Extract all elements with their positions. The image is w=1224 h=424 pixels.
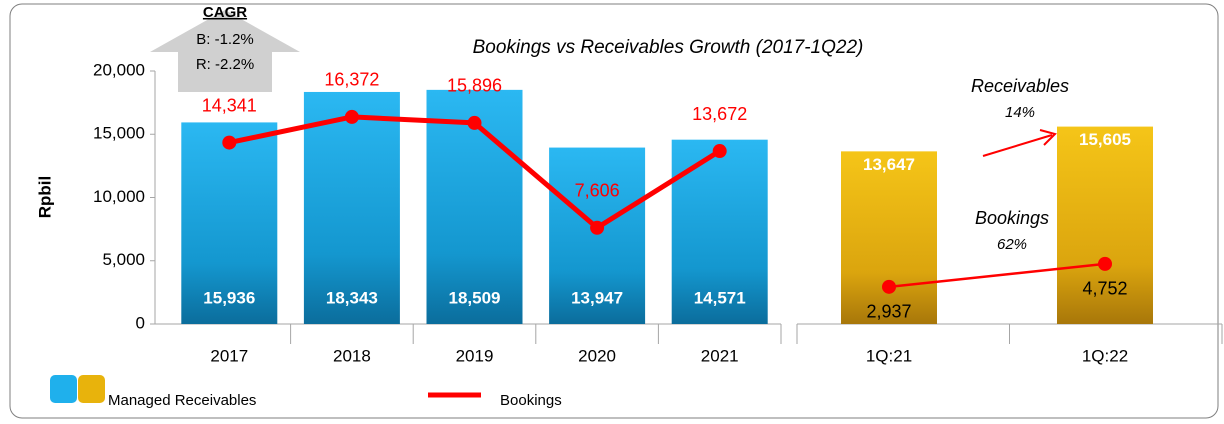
bar-value-label: 18,343: [326, 288, 378, 307]
bar: [841, 151, 937, 324]
bar-value-label: 13,947: [571, 288, 623, 307]
y-tick-label: 5,000: [102, 250, 145, 269]
x-tick-label: 2019: [456, 346, 494, 365]
cagr-r: R: -2.2%: [196, 56, 254, 73]
bar-value-label: 15,605: [1079, 130, 1131, 149]
bar: [303, 91, 400, 324]
bar: [181, 122, 278, 324]
line-value-label: 7,606: [575, 181, 620, 201]
y-tick-label: 0: [136, 313, 145, 332]
line-value-label: 15,896: [447, 76, 502, 96]
x-tick-label: 2020: [578, 346, 616, 365]
annotation: 14%: [1005, 104, 1035, 121]
y-tick-label: 10,000: [93, 187, 145, 206]
line-value-label: 2,937: [866, 302, 911, 322]
line-point: [882, 279, 896, 294]
annotation: Bookings: [975, 208, 1049, 228]
cagr-title: CAGR: [203, 4, 247, 21]
line-point: [1098, 256, 1112, 271]
cagr-b: B: -1.2%: [196, 31, 254, 48]
growth-arrow: [982, 134, 1053, 157]
x-tick-label: 1Q:22: [1082, 346, 1128, 365]
legend-label: Managed Receivables: [108, 392, 256, 409]
growth-arrow-head: [1039, 129, 1057, 146]
chart-title: Bookings vs Receivables Growth (2017-1Q2…: [473, 37, 864, 58]
line-value-label: 4,752: [1082, 279, 1127, 299]
cagr-arrow: [150, 10, 300, 92]
line-point: [712, 144, 727, 159]
line-point: [590, 220, 605, 235]
bar-value-label: 15,936: [203, 288, 255, 307]
x-tick-label: 2017: [210, 346, 248, 365]
line-point: [344, 109, 359, 124]
line: [888, 262, 1106, 289]
bar: [1057, 126, 1153, 325]
line-value-label: 13,672: [692, 104, 747, 124]
line-value-label: 14,341: [202, 95, 257, 115]
x-tick-label: 1Q:21: [866, 346, 912, 365]
x-tick-label: 2021: [701, 346, 739, 365]
y-tick-label: 15,000: [93, 124, 145, 143]
line-point: [222, 135, 237, 150]
bar-value-label: 18,509: [449, 288, 501, 307]
legend-label: Bookings: [500, 392, 562, 409]
line-value-label: 16,372: [324, 70, 379, 90]
legend-swatch: [50, 375, 77, 403]
x-tick-label: 2018: [333, 346, 371, 365]
bar-value-label: 13,647: [863, 155, 915, 174]
annotation: Receivables: [971, 76, 1069, 96]
bar-value-label: 14,571: [694, 288, 746, 307]
bar: [549, 147, 646, 324]
line-point: [467, 115, 482, 130]
y-axis-label: Rpbil: [35, 176, 54, 219]
legend-swatch: [78, 375, 105, 403]
annotation: 62%: [997, 236, 1027, 253]
y-tick-label: 20,000: [93, 60, 145, 79]
